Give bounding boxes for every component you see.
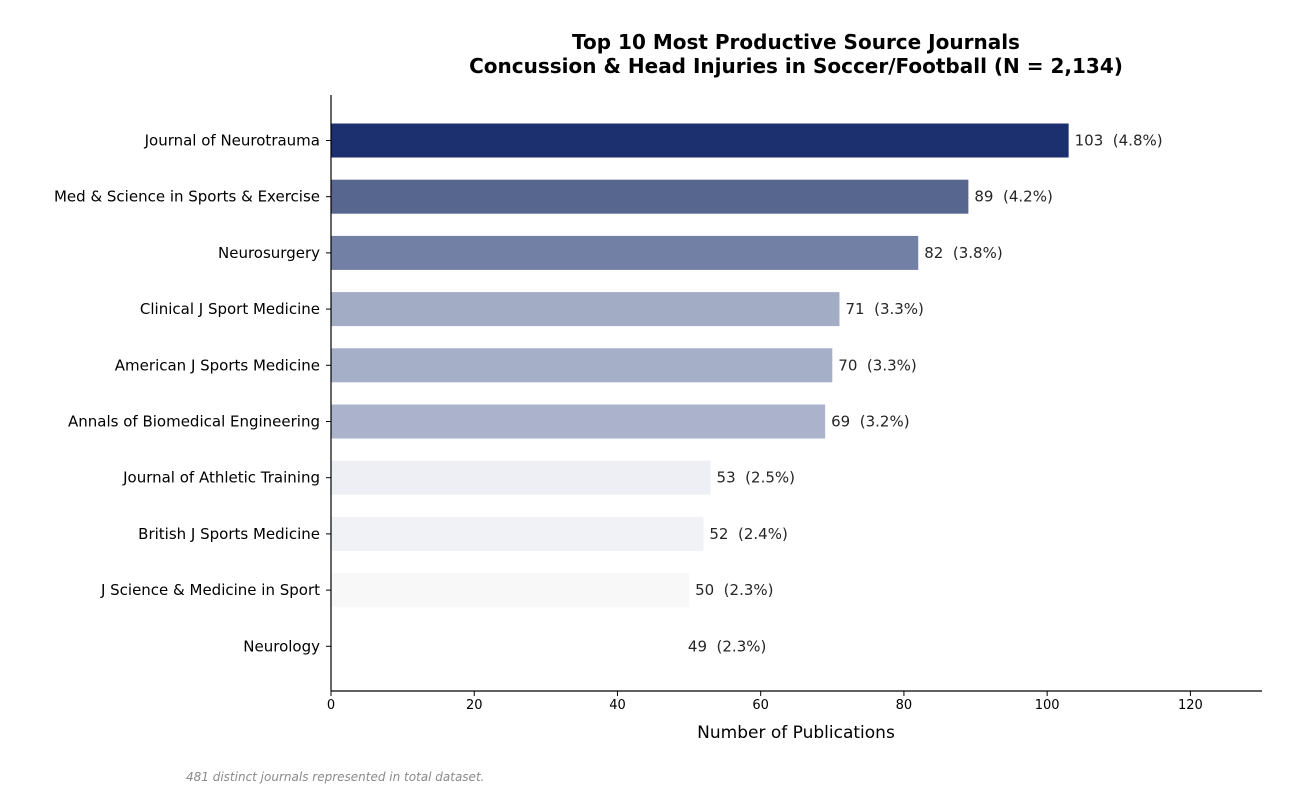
x-axis-title: Number of Publications — [697, 723, 895, 743]
category-label: British J Sports Medicine — [138, 525, 320, 543]
category-label: American J Sports Medicine — [115, 356, 320, 374]
footnote: 481 distinct journals represented in tot… — [186, 770, 484, 784]
bar-value-label: 49 (2.3%) — [688, 637, 766, 655]
x-tick-label: 20 — [466, 698, 483, 713]
bar-value-label: 53 (2.5%) — [717, 469, 795, 487]
x-ticks: 0 20 40 60 80 100 120 — [327, 691, 1203, 713]
bar-value-label: 69 (3.2%) — [831, 413, 909, 431]
bar-6 — [331, 404, 826, 439]
x-tick-label: 40 — [609, 698, 626, 713]
x-tick-label: 100 — [1035, 698, 1060, 713]
x-tick-label: 60 — [752, 698, 769, 713]
x-tick-label: 80 — [896, 698, 913, 713]
bar-value-label: 103 (4.8%) — [1075, 132, 1163, 150]
bar-2 — [331, 179, 969, 214]
bar-value-label: 82 (3.8%) — [924, 244, 1002, 262]
bar-value-label: 89 (4.2%) — [974, 188, 1052, 206]
data-labels: 103 (4.8%) 89 (4.2%) 82 (3.8%) 71 (3.3%) 70 … — [688, 132, 1163, 656]
bar-value-label: 50 (2.3%) — [695, 581, 773, 599]
category-label: Neurology — [243, 637, 320, 655]
category-label: Med & Science in Sports & Exercise — [54, 188, 320, 206]
axes — [330, 95, 1262, 692]
bar-5 — [331, 348, 833, 383]
x-tick-label: 0 — [327, 698, 335, 713]
category-labels: Journal of Neurotrauma Med & Science in S… — [54, 132, 331, 655]
bar-8 — [331, 516, 704, 551]
bar-value-label: 70 (3.3%) — [838, 356, 916, 374]
bar-9 — [331, 573, 690, 608]
category-label: Journal of Athletic Training — [122, 469, 320, 487]
chart-title: Top 10 Most Productive Source Journals C… — [469, 30, 1123, 78]
bar-value-label: 52 (2.4%) — [709, 525, 787, 543]
bar-value-label: 71 (3.3%) — [845, 300, 923, 318]
chart-title-line-2: Concussion & Head Injuries in Soccer/Foo… — [469, 54, 1123, 78]
category-label: J Science & Medicine in Sport — [100, 581, 320, 599]
bar-4 — [331, 292, 840, 327]
category-label: Neurosurgery — [218, 244, 320, 262]
category-label: Annals of Biomedical Engineering — [68, 413, 320, 431]
bar-7 — [331, 460, 711, 495]
category-label: Clinical J Sport Medicine — [140, 300, 320, 318]
bar-3 — [331, 235, 919, 270]
bar-1 — [331, 123, 1069, 158]
x-tick-label: 120 — [1178, 698, 1203, 713]
category-label: Journal of Neurotrauma — [144, 132, 320, 150]
bar-10 — [331, 629, 682, 664]
chart-title-line-1: Top 10 Most Productive Source Journals — [572, 30, 1020, 54]
bars — [331, 123, 1069, 664]
